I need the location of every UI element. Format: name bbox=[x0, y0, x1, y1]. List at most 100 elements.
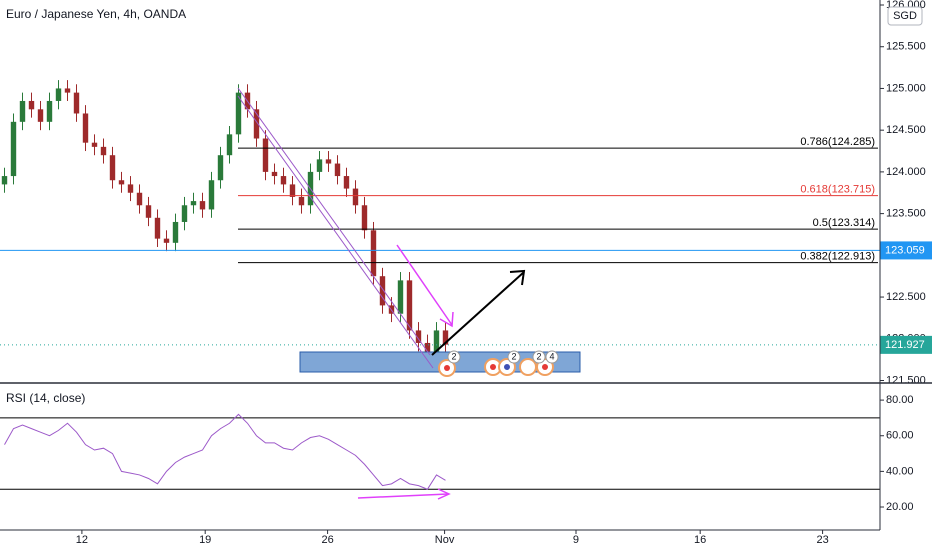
candle-body bbox=[100, 146, 107, 156]
candle-body bbox=[82, 113, 89, 143]
candle-body bbox=[298, 196, 305, 206]
candle-body bbox=[424, 342, 431, 356]
candle-body bbox=[226, 134, 233, 156]
candle-body bbox=[262, 138, 269, 172]
candle-body bbox=[109, 155, 116, 181]
event-icon bbox=[504, 364, 510, 370]
badge-count: 2 bbox=[451, 351, 456, 361]
badge-count: 2 bbox=[536, 351, 541, 361]
y-tick-label: 80.00 bbox=[886, 394, 914, 406]
candle-body bbox=[154, 217, 161, 239]
candle-body bbox=[37, 109, 44, 122]
candle-body bbox=[325, 159, 332, 164]
candle-body bbox=[19, 100, 26, 122]
price-tag-label: 123.059 bbox=[885, 244, 925, 256]
y-tick-label: 121.500 bbox=[886, 374, 926, 386]
candle-body bbox=[334, 163, 341, 177]
event-icons[interactable]: 2 2 2 4 bbox=[438, 350, 559, 377]
x-tick-label: 23 bbox=[816, 534, 828, 546]
arrow-head bbox=[439, 311, 454, 328]
candle-body bbox=[397, 280, 404, 314]
candle-body bbox=[199, 201, 206, 210]
price-tag bbox=[880, 335, 932, 354]
y-tick-label: 122.500 bbox=[886, 291, 926, 303]
event-icon bbox=[444, 365, 450, 371]
price-tag-label: 121.927 bbox=[885, 339, 925, 351]
y-tick-label: 20.00 bbox=[886, 501, 914, 513]
trend-line bbox=[237, 95, 434, 369]
arrow bbox=[357, 493, 449, 499]
y-tick-label: 123.500 bbox=[886, 208, 926, 220]
x-tick-label: Nov bbox=[435, 534, 455, 546]
event-icon bbox=[542, 364, 548, 370]
y-tick-label: 60.00 bbox=[886, 430, 914, 442]
candle-body bbox=[190, 201, 197, 206]
arrow bbox=[396, 244, 453, 326]
candle-body bbox=[433, 330, 440, 356]
chart-title: Euro / Japanese Yen, 4h, OANDA bbox=[6, 7, 186, 21]
indicator-title: RSI (14, close) bbox=[6, 391, 85, 405]
candle-body bbox=[280, 176, 287, 185]
candle-body bbox=[352, 188, 359, 206]
candle-body bbox=[253, 109, 260, 139]
candle-body bbox=[316, 159, 323, 172]
badge bbox=[507, 350, 521, 364]
badge bbox=[532, 350, 546, 364]
arrow-head bbox=[437, 488, 451, 500]
candle-body bbox=[28, 100, 35, 110]
trend-line bbox=[237, 87, 431, 356]
candle-body bbox=[370, 230, 377, 277]
candle-body bbox=[145, 205, 152, 218]
candle-body bbox=[10, 121, 17, 177]
event-icon bbox=[490, 364, 496, 370]
candle-body bbox=[271, 171, 278, 177]
candle-body bbox=[415, 330, 422, 343]
candle-body bbox=[127, 184, 134, 193]
candle-body bbox=[91, 142, 98, 147]
candle-body bbox=[55, 88, 62, 101]
candle-body bbox=[118, 180, 125, 185]
candle-body bbox=[217, 155, 224, 181]
badge bbox=[447, 350, 461, 364]
rsi-line bbox=[4, 413, 446, 490]
price-tag bbox=[880, 241, 932, 260]
candle-body bbox=[73, 92, 80, 114]
x-tick-label: 26 bbox=[321, 534, 333, 546]
candle-body bbox=[163, 238, 170, 243]
arrow-head bbox=[509, 269, 526, 286]
candle-body bbox=[64, 88, 71, 93]
candle-body bbox=[289, 184, 296, 197]
candle-body bbox=[442, 330, 449, 345]
event-icon[interactable] bbox=[519, 358, 537, 376]
candle-body bbox=[361, 205, 368, 231]
candle-body bbox=[1, 176, 8, 185]
candle-body bbox=[181, 205, 188, 222]
y-tick-label: 126.000 bbox=[886, 0, 926, 11]
candle-body bbox=[406, 280, 413, 331]
badge-count: 4 bbox=[549, 351, 554, 361]
candle-body bbox=[208, 180, 215, 210]
badge-count: 2 bbox=[511, 351, 516, 361]
candle-body bbox=[343, 176, 350, 189]
y-tick-label: 124.000 bbox=[886, 166, 926, 178]
candle-body bbox=[136, 192, 143, 206]
y-tick-label: 125.500 bbox=[886, 41, 926, 53]
fib-label: 0.5(123.314) bbox=[813, 217, 875, 229]
x-tick-label: 12 bbox=[76, 534, 88, 546]
candle-body bbox=[46, 100, 53, 122]
badge bbox=[545, 350, 559, 364]
candle-body bbox=[379, 276, 386, 306]
x-tick-label: 9 bbox=[573, 534, 579, 546]
candle-body bbox=[235, 92, 242, 135]
fib-label: 0.618(123.715) bbox=[800, 184, 875, 196]
arrow bbox=[431, 271, 525, 356]
currency-button[interactable] bbox=[887, 6, 923, 26]
x-tick-label: 16 bbox=[694, 534, 706, 546]
fib-label: 0.786(124.285) bbox=[800, 136, 875, 148]
candle-body bbox=[172, 221, 179, 243]
fib-label: 0.382(122.913) bbox=[800, 250, 875, 262]
y-tick-label: 124.500 bbox=[886, 124, 926, 136]
